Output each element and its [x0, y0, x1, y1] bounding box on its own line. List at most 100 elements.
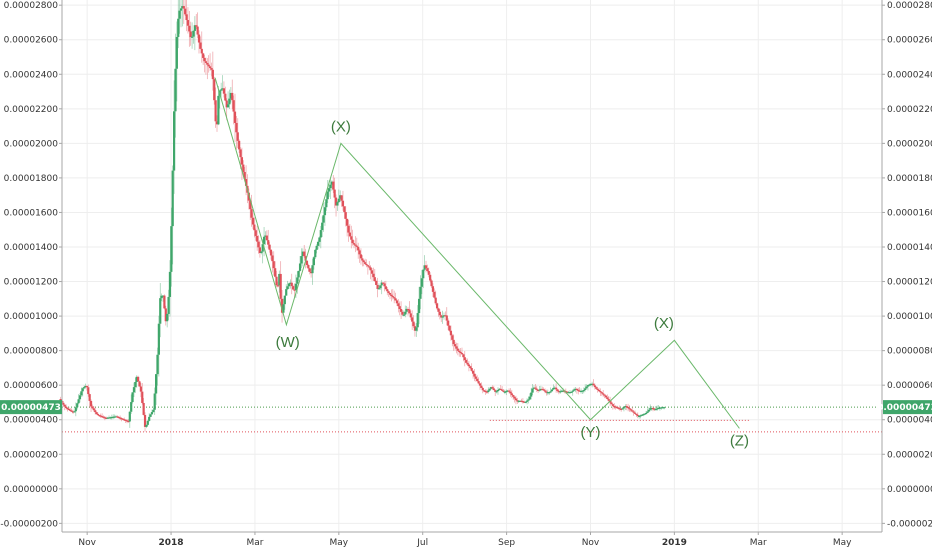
- x-axis[interactable]: Nov 2018 Mar May Jul Sep Nov 2019 Mar May: [78, 532, 852, 548]
- candle-body: [307, 264, 310, 269]
- y-tick-label: 0.00002200: [887, 105, 932, 115]
- candle-body: [109, 417, 112, 419]
- candle-body: [474, 376, 477, 379]
- candle-body: [262, 236, 266, 245]
- candle-body: [505, 391, 508, 393]
- candle-body: [626, 406, 630, 409]
- candle-body: [70, 410, 73, 412]
- wave-labels: (W) (X) (Y) (X) (Z): [276, 118, 749, 449]
- candle-body: [91, 406, 94, 409]
- candle-body: [413, 326, 417, 331]
- candle-body: [66, 408, 69, 410]
- y-axis-left[interactable]: 0.00002800 0.00002600 0.00002400 0.00002200…: [0, 1, 62, 529]
- candle-body: [314, 249, 317, 258]
- candle-body: [595, 387, 598, 389]
- candle-body: [172, 111, 176, 171]
- candle-body: [503, 391, 507, 393]
- candle-body: [325, 199, 328, 208]
- candle-body: [88, 394, 91, 401]
- candle-body: [261, 244, 264, 252]
- y-tick-label: 0.00001400: [4, 243, 59, 253]
- candle-body: [185, 14, 188, 21]
- candle-body: [556, 389, 559, 392]
- y-tick-label: 0.00002400: [4, 70, 59, 80]
- candle-body: [116, 416, 119, 418]
- candle-body: [395, 300, 399, 304]
- y-tick-label: 0.00001800: [4, 174, 59, 184]
- candle-body: [74, 407, 77, 412]
- candle-body: [322, 215, 325, 223]
- candle-body: [318, 237, 321, 242]
- y-tick-label: 0.00002800: [887, 1, 932, 11]
- y-axis-right[interactable]: 0.00002800 0.00002600 0.00002400 0.00002200…: [882, 1, 932, 529]
- x-tick-label: Jul: [416, 538, 428, 548]
- candle-body: [458, 350, 461, 352]
- candle-body: [87, 387, 90, 395]
- candle-body: [265, 235, 268, 241]
- candle-body: [437, 308, 440, 312]
- candle-body: [310, 271, 313, 274]
- candle-body: [575, 388, 578, 391]
- candle-body: [452, 339, 455, 345]
- candle-body: [264, 235, 267, 237]
- candle-body: [411, 317, 414, 322]
- candle-body: [404, 311, 407, 315]
- candle-body: [420, 278, 423, 287]
- candle-body: [235, 122, 238, 133]
- candle-body: [567, 392, 570, 394]
- candle-body: [81, 388, 84, 392]
- x-tick-label: May: [330, 538, 349, 548]
- candle-body: [275, 276, 278, 286]
- chart-grid: [62, 0, 882, 532]
- candle-body: [89, 400, 93, 407]
- x-tick-label: May: [833, 538, 852, 548]
- candle-body: [287, 283, 291, 287]
- candle-body: [240, 157, 244, 165]
- candle-body: [96, 414, 100, 416]
- candle-body: [157, 323, 160, 355]
- candle-body: [242, 164, 245, 172]
- candle-body: [119, 417, 122, 419]
- candle-body: [95, 412, 98, 415]
- candle-body: [607, 399, 610, 401]
- candle-body: [588, 384, 591, 386]
- y-tick-label: 0.00000200: [887, 450, 932, 460]
- candle-body: [485, 391, 489, 393]
- candle-body: [106, 417, 109, 419]
- candle-body: [651, 408, 655, 410]
- last-price-badge-left: [0, 400, 62, 415]
- candle-body: [541, 388, 544, 391]
- candle-body: [424, 265, 428, 269]
- candle-body: [226, 104, 230, 108]
- candle-body: [251, 217, 255, 225]
- y-tick-label: 0.00002600: [887, 36, 932, 46]
- candle-body: [552, 387, 555, 390]
- candle-body: [467, 364, 471, 367]
- candle-body: [635, 413, 638, 415]
- candle-body: [123, 419, 126, 421]
- candle-body: [402, 314, 405, 316]
- candle-body: [271, 255, 274, 262]
- x-tick-label: Nov: [582, 538, 600, 548]
- candle-body: [591, 383, 594, 385]
- candle-body: [481, 387, 484, 391]
- candle-body: [603, 394, 606, 396]
- candle-body: [494, 390, 497, 392]
- candle-body: [519, 400, 522, 402]
- candle-body: [279, 273, 282, 299]
- candle-body: [388, 292, 392, 295]
- y-tick-label: 0.00000800: [887, 347, 932, 357]
- last-price-label-left: 0.00000473: [1, 403, 61, 413]
- last-price-badge-right: [883, 400, 932, 415]
- candle-body: [350, 236, 353, 240]
- candle-body: [513, 396, 516, 399]
- candle-body: [341, 200, 345, 207]
- candle-body: [210, 68, 213, 70]
- candle-body: [660, 407, 663, 409]
- y-tick-label: 0.00000600: [887, 381, 932, 391]
- candle-body: [469, 366, 472, 368]
- candle-body: [611, 404, 614, 406]
- candle-body: [535, 388, 538, 390]
- candle-body: [184, 8, 187, 15]
